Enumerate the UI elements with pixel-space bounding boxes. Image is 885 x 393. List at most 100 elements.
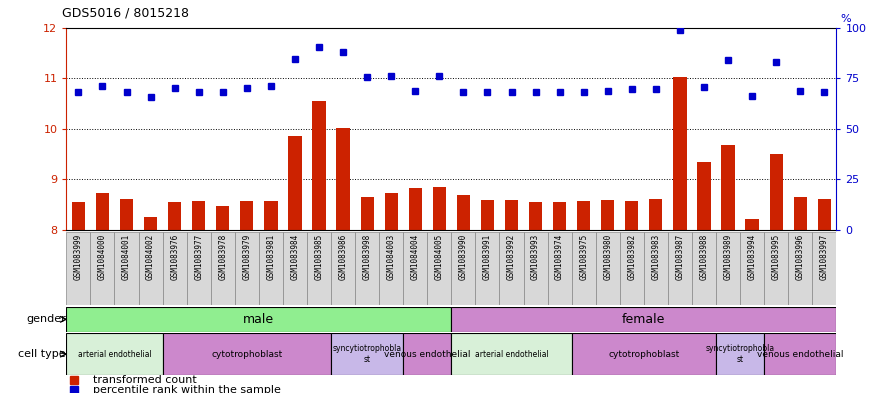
Bar	[668, 232, 692, 305]
Bar	[404, 232, 427, 305]
Bar	[283, 232, 307, 305]
Bar	[818, 198, 831, 230]
Bar	[548, 232, 572, 305]
Bar	[168, 202, 181, 230]
Text: cytotrophoblast: cytotrophoblast	[212, 350, 282, 358]
Text: venous endothelial: venous endothelial	[757, 350, 843, 358]
Bar	[643, 232, 668, 305]
Bar	[72, 202, 85, 230]
Text: GSM1083994: GSM1083994	[748, 234, 757, 280]
Bar	[96, 193, 109, 230]
Text: GSM1083981: GSM1083981	[266, 234, 275, 280]
Bar	[331, 333, 404, 375]
Bar	[289, 136, 302, 230]
Bar	[451, 232, 475, 305]
Text: cytotrophoblast: cytotrophoblast	[608, 350, 680, 358]
Bar	[409, 188, 422, 230]
Bar	[307, 232, 331, 305]
Bar	[192, 200, 205, 230]
Bar	[163, 333, 331, 375]
Text: GSM1084002: GSM1084002	[146, 234, 155, 280]
Bar	[457, 195, 470, 230]
Text: arterial endothelial: arterial endothelial	[78, 350, 151, 358]
Text: GSM1083974: GSM1083974	[555, 234, 564, 280]
Bar	[572, 333, 716, 375]
Bar	[697, 162, 711, 230]
Bar	[404, 333, 451, 375]
Bar	[379, 232, 404, 305]
Text: GSM1083977: GSM1083977	[194, 234, 204, 280]
Text: GSM1083996: GSM1083996	[796, 234, 804, 280]
Text: GSM1083988: GSM1083988	[699, 234, 709, 280]
Bar	[499, 232, 524, 305]
Bar	[572, 232, 596, 305]
Bar	[312, 101, 326, 230]
Bar	[258, 232, 283, 305]
Bar	[355, 232, 379, 305]
Bar	[187, 232, 211, 305]
Text: GSM1084001: GSM1084001	[122, 234, 131, 280]
Bar	[481, 200, 494, 230]
Bar	[427, 232, 451, 305]
Bar	[529, 202, 543, 230]
Text: cell type: cell type	[19, 349, 65, 359]
Text: GDS5016 / 8015218: GDS5016 / 8015218	[62, 7, 189, 20]
Bar	[66, 333, 163, 375]
Text: GSM1083984: GSM1083984	[290, 234, 299, 280]
Text: GSM1083976: GSM1083976	[170, 234, 179, 280]
Bar	[451, 333, 572, 375]
Bar	[66, 307, 451, 332]
Bar	[144, 217, 158, 230]
Bar	[692, 232, 716, 305]
Bar	[764, 333, 836, 375]
Bar	[524, 232, 548, 305]
Bar	[553, 202, 566, 230]
Text: GSM1083993: GSM1083993	[531, 234, 540, 280]
Text: GSM1084005: GSM1084005	[435, 234, 443, 280]
Text: syncytiotrophobla
st: syncytiotrophobla st	[705, 344, 774, 364]
Bar	[475, 232, 499, 305]
Text: GSM1083991: GSM1083991	[483, 234, 492, 280]
Bar	[716, 333, 764, 375]
Bar	[596, 232, 619, 305]
Text: transformed count: transformed count	[93, 375, 197, 385]
Text: %: %	[841, 14, 851, 24]
Bar	[716, 232, 740, 305]
Text: venous endothelial: venous endothelial	[384, 350, 471, 358]
Bar	[673, 77, 687, 230]
Bar	[331, 232, 355, 305]
Bar	[504, 200, 518, 230]
Bar	[577, 200, 590, 230]
Bar	[211, 232, 235, 305]
Bar	[625, 200, 638, 230]
Text: female: female	[622, 313, 666, 326]
Bar	[114, 232, 139, 305]
Text: GSM1083987: GSM1083987	[675, 234, 684, 280]
Bar	[119, 198, 133, 230]
Text: GSM1083997: GSM1083997	[820, 234, 828, 280]
Text: GSM1084003: GSM1084003	[387, 234, 396, 280]
Text: GSM1083992: GSM1083992	[507, 234, 516, 280]
Text: GSM1083975: GSM1083975	[579, 234, 589, 280]
Text: GSM1083979: GSM1083979	[242, 234, 251, 280]
Bar	[265, 201, 278, 230]
Text: gender: gender	[27, 314, 65, 324]
Bar	[90, 232, 114, 305]
Text: arterial endothelial: arterial endothelial	[474, 350, 549, 358]
Bar	[601, 200, 614, 230]
Text: GSM1083985: GSM1083985	[314, 234, 324, 280]
Bar	[794, 197, 807, 230]
Bar	[740, 232, 764, 305]
Text: GSM1083986: GSM1083986	[339, 234, 348, 280]
Bar	[789, 232, 812, 305]
Bar	[451, 307, 836, 332]
Bar	[770, 154, 783, 230]
Bar	[620, 232, 644, 305]
Bar	[812, 232, 836, 305]
Text: GSM1083995: GSM1083995	[772, 234, 781, 280]
Bar	[650, 198, 663, 230]
Bar	[721, 145, 735, 230]
Bar	[235, 232, 259, 305]
Text: GSM1083990: GSM1083990	[459, 234, 468, 280]
Bar	[163, 232, 187, 305]
